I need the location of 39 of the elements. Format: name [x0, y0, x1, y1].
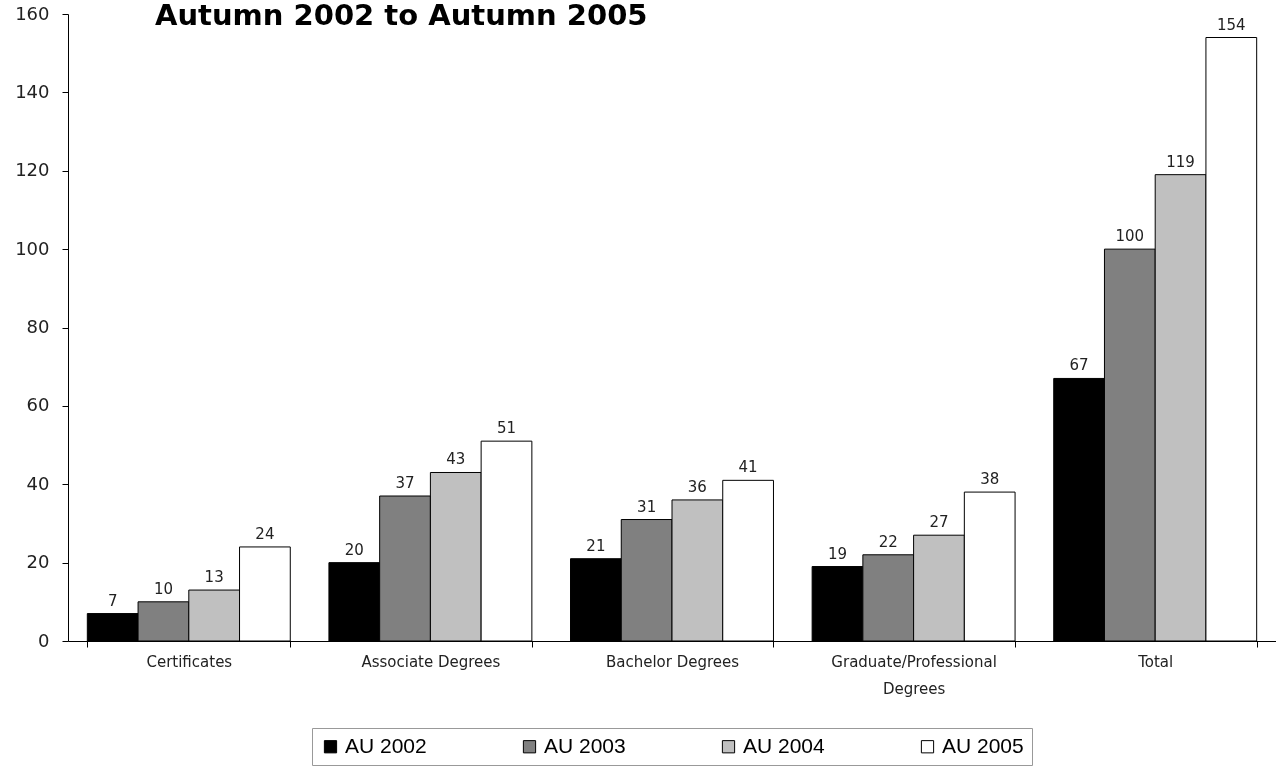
data-label: 38	[980, 470, 1000, 489]
y-tick-label: 0	[38, 629, 50, 651]
data-label: 7	[107, 591, 118, 610]
y-tick-label: 140	[15, 80, 50, 102]
x-tick-label: Associate Degrees	[361, 652, 501, 671]
data-label: 10	[153, 579, 173, 598]
data-label: 100	[1115, 227, 1145, 246]
y-tick-label: 40	[26, 472, 50, 494]
data-label: 36	[687, 477, 707, 496]
y-tick-label: 20	[26, 551, 50, 573]
data-label: 20	[344, 540, 364, 559]
data-label: 119	[1166, 152, 1195, 171]
x-tick-label: Certificates	[146, 652, 233, 671]
data-label: 21	[586, 536, 606, 555]
data-label: 22	[878, 532, 898, 551]
data-label: 31	[637, 497, 657, 516]
data-label: 67	[1069, 356, 1089, 375]
data-label: 51	[496, 419, 517, 438]
y-tick-label: 120	[15, 159, 50, 181]
y-tick-label: 80	[26, 316, 50, 337]
data-label: 24	[255, 524, 275, 543]
data-label: 41	[738, 458, 758, 477]
x-tick-label: Bachelor Degrees	[605, 652, 740, 671]
x-tick-label: Graduate/Professional Degrees	[831, 652, 997, 698]
data-label: 154	[1216, 15, 1246, 34]
chart-title: Autumn 2002 to Autumn 2005	[155, 0, 648, 32]
data-label: 13	[204, 568, 224, 587]
data-label: 19	[827, 544, 848, 563]
data-label: 27	[929, 513, 949, 532]
y-tick-label: 160	[15, 2, 50, 24]
y-tick-label: 100	[15, 237, 50, 259]
data-label: 43	[446, 450, 466, 469]
legend-label: AU 2004	[743, 733, 826, 757]
legend-label: AU 2002	[345, 733, 427, 757]
x-tick-label: Total	[1137, 652, 1174, 671]
legend-label: AU 2005	[942, 733, 1024, 757]
y-tick-label: 60	[26, 394, 50, 416]
legend-label: AU 2003	[544, 733, 626, 757]
data-label: 37	[395, 474, 415, 493]
